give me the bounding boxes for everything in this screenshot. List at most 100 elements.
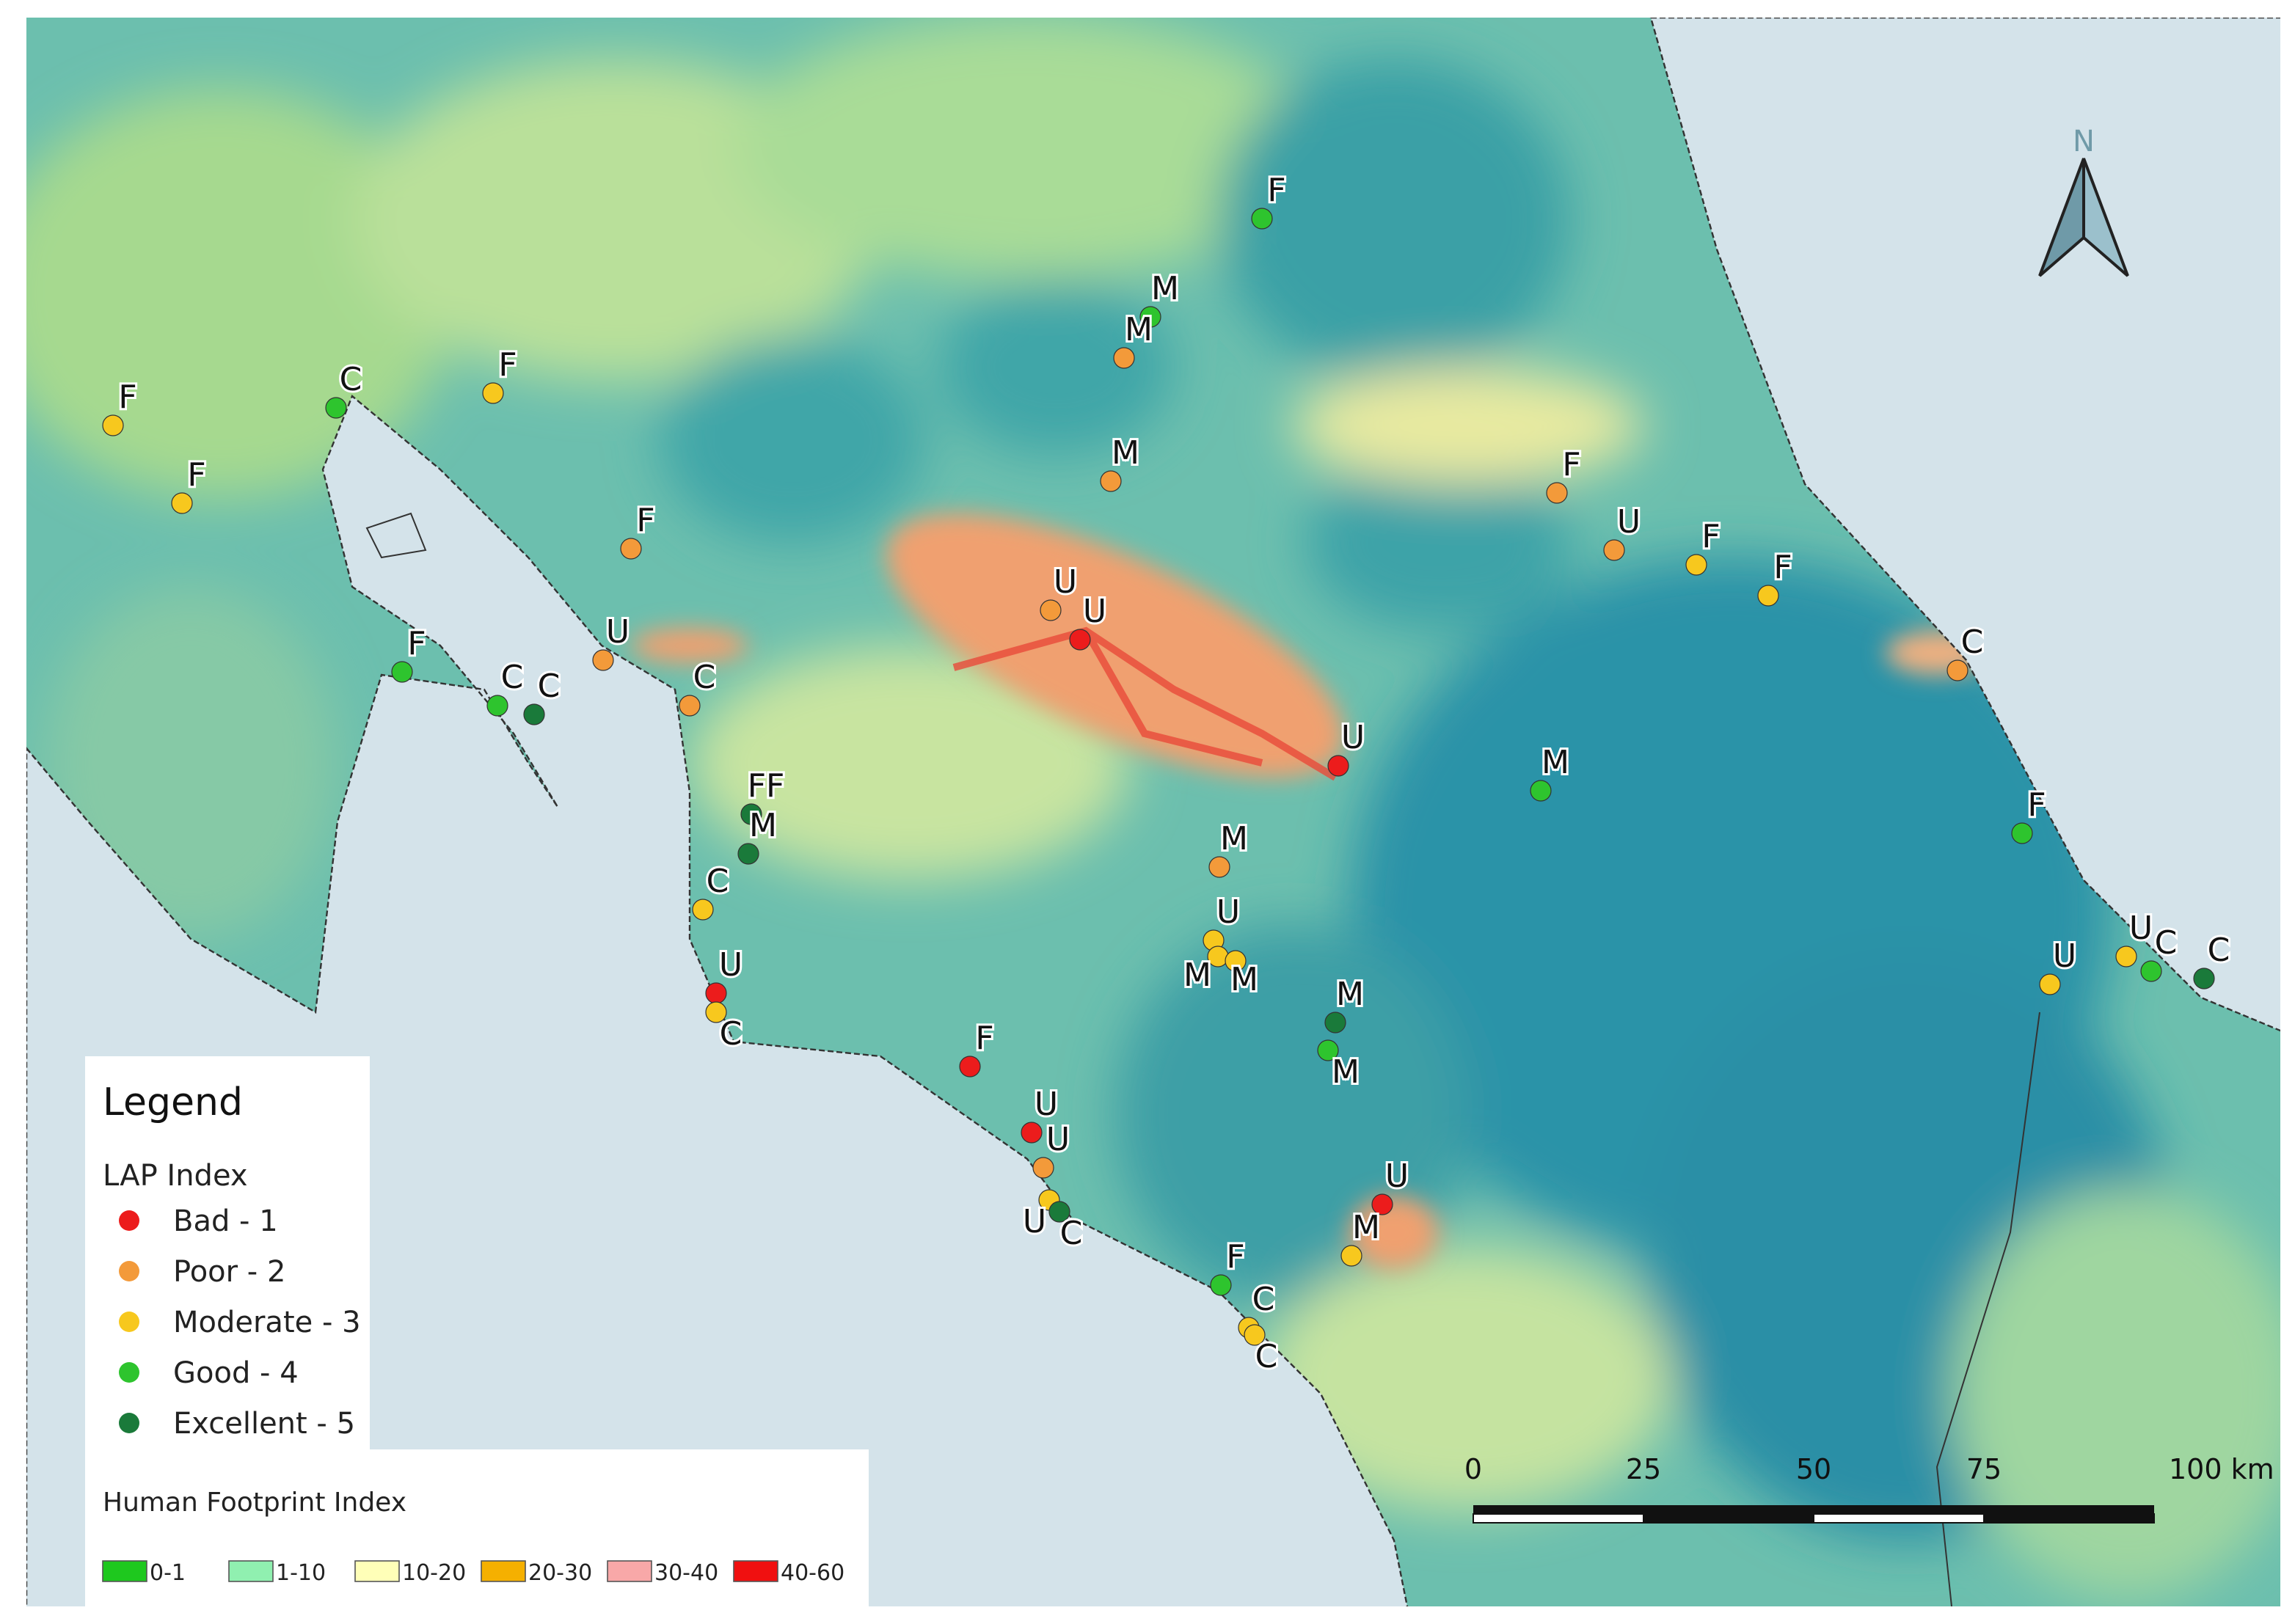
scale-label: 100 km (2169, 1453, 2274, 1485)
legend-symbol (119, 1210, 139, 1231)
legend-label: 1-10 (276, 1560, 326, 1586)
sample-point (1340, 1245, 1362, 1267)
sample-point (1208, 856, 1230, 878)
legend-swatch (607, 1560, 652, 1582)
sample-label: C (1255, 1338, 1278, 1375)
sample-point (1371, 1193, 1393, 1215)
sample-point (1946, 659, 1969, 681)
sample-point (1685, 554, 1707, 576)
sample-point (1603, 539, 1625, 561)
sample-label: M (1332, 1053, 1360, 1091)
sample-label: C (501, 659, 524, 696)
legend-label: Good - 4 (173, 1356, 299, 1390)
sample-label: U (2053, 937, 2076, 975)
sample-point (1069, 629, 1091, 651)
sample-label: C (1252, 1281, 1275, 1318)
sample-point (740, 803, 762, 825)
legend-label: Poor - 2 (173, 1255, 285, 1289)
scale-segment (1813, 1513, 1985, 1524)
legend-swatch (354, 1560, 400, 1582)
legend-label: Moderate - 3 (173, 1306, 361, 1339)
sample-point (482, 382, 504, 404)
scale-segment (1814, 1505, 1984, 1514)
sample-label: U (1617, 503, 1641, 541)
sample-point (1040, 599, 1062, 621)
sample-label: U (1035, 1086, 1058, 1123)
legend-label: 0-1 (150, 1560, 186, 1586)
scale-segment (1473, 1505, 1643, 1514)
sample-label: U (2129, 910, 2153, 947)
legend-label: Excellent - 5 (173, 1407, 355, 1441)
scale-label: 0 (1464, 1453, 1482, 1485)
sample-label: F (118, 378, 136, 416)
sample-label: M (1151, 270, 1179, 307)
sample-point (1317, 1039, 1339, 1061)
sample-label: F (1562, 446, 1580, 483)
sample-point (102, 414, 124, 436)
legend-label: 40-60 (781, 1560, 844, 1586)
sample-point (620, 538, 642, 560)
legend-label: 20-30 (528, 1560, 592, 1586)
scale-label: 25 (1626, 1453, 1661, 1485)
legend-swatch (481, 1560, 526, 1582)
sample-label: F (636, 502, 654, 539)
north-arrow: N (2038, 125, 2129, 277)
scale-bar: 0 25 50 75 100 km (1464, 1453, 2274, 1524)
legend-box-hfi (85, 1449, 869, 1606)
sample-label: M (1220, 820, 1248, 857)
sample-point (705, 982, 727, 1004)
sample-point (1244, 1324, 1266, 1346)
legend-label: 10-20 (402, 1560, 466, 1586)
sample-label: F (1226, 1238, 1244, 1276)
sample-label: F (1701, 518, 1720, 555)
sample-point (325, 397, 347, 419)
sample-label: U (1054, 563, 1077, 601)
sample-point (1324, 1012, 1346, 1034)
legend-label: 30-40 (654, 1560, 718, 1586)
sample-point (1757, 585, 1779, 607)
sample-label: M (1541, 744, 1569, 781)
sample-point (705, 1001, 727, 1023)
sample-point (2140, 960, 2162, 982)
sample-label: M (749, 807, 777, 844)
lap-title: LAP Index (103, 1159, 248, 1193)
sample-label: F (498, 346, 517, 384)
scale-segment (1643, 1513, 1814, 1524)
scale-label: 50 (1796, 1453, 1831, 1485)
legend-box (85, 1056, 370, 1449)
sample-label: U (1341, 719, 1365, 756)
sample-point (2039, 973, 2061, 995)
legend-label: Bad - 1 (173, 1204, 278, 1238)
sample-point (1139, 306, 1161, 328)
legend-title: Legend (103, 1080, 243, 1124)
sample-label: U (719, 946, 742, 984)
sample-point (2115, 945, 2137, 968)
sample-label: C (2155, 924, 2178, 962)
legend-symbol (119, 1312, 139, 1332)
sample-point (959, 1056, 981, 1078)
sample-label: F (975, 1020, 993, 1057)
legend-symbol (119, 1413, 139, 1433)
sample-point (1113, 347, 1135, 369)
sample-label: C (707, 863, 729, 900)
sample-label: C (693, 659, 716, 696)
legend-symbol (119, 1261, 139, 1281)
sample-label: C (538, 667, 561, 705)
sample-point (1021, 1122, 1043, 1144)
sample-point (592, 649, 614, 671)
sample-point (1225, 950, 1247, 972)
legend-swatch (102, 1560, 147, 1582)
scale-segment (1983, 1513, 2155, 1524)
sample-label: U (1046, 1121, 1070, 1158)
sample-label: C (2208, 932, 2230, 969)
sample-point (737, 843, 759, 865)
sample-label: C (1060, 1215, 1083, 1252)
sample-point (1032, 1157, 1054, 1179)
sample-point (1048, 1201, 1070, 1223)
sample-label: F (407, 625, 426, 662)
sample-label: C (720, 1015, 742, 1053)
sample-label: M (1112, 434, 1139, 472)
sample-label: F (1267, 172, 1285, 209)
